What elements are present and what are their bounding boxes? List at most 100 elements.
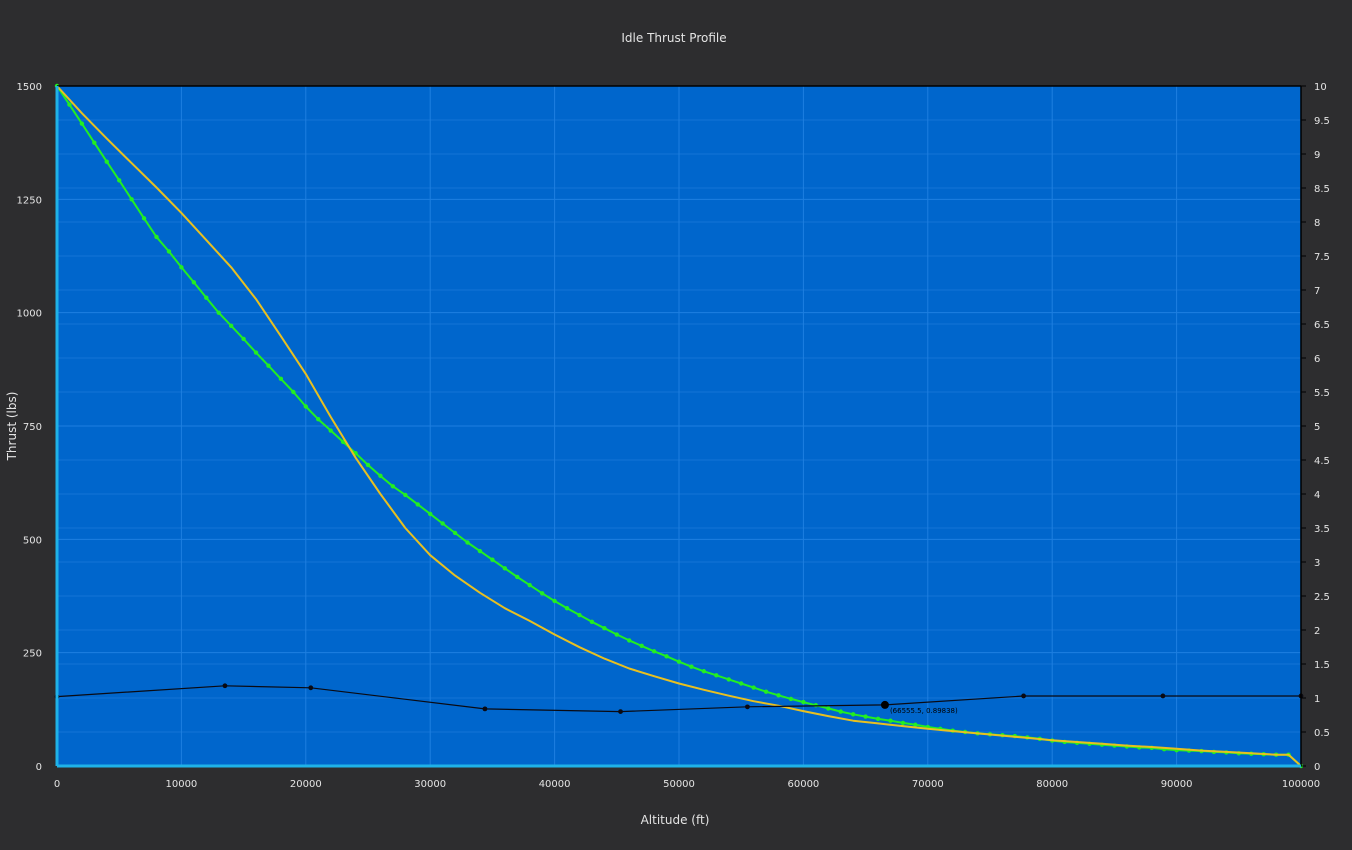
series-0-point (739, 681, 744, 686)
series-0-point (191, 280, 197, 285)
series-layer (54, 83, 1304, 769)
tick-labels: 0 10000 20000 30000 40000 50000 60000 70000 8000… (17, 82, 1330, 790)
series-0-point (365, 462, 371, 468)
series-0-point (539, 591, 545, 596)
series-2-line (56, 685, 1301, 713)
series-2-point (1160, 693, 1166, 699)
y2-tick-label: 2.5 (1314, 592, 1330, 603)
series-0-point (701, 669, 707, 674)
series-2-point (1021, 693, 1026, 699)
y2-tick-label: 4 (1314, 490, 1320, 501)
series-0-point (515, 574, 520, 580)
x-tick-label: 50000 (663, 779, 695, 790)
x-tick-label: 10000 (165, 779, 197, 790)
x-tick-label: 100000 (1282, 779, 1320, 790)
series-0-point (278, 376, 284, 382)
y-tick-label: 750 (23, 422, 42, 433)
series-0-point (826, 706, 831, 711)
x-tick-label: 20000 (290, 779, 322, 790)
y2-tick-label: 9.5 (1314, 116, 1330, 127)
series-0-point (440, 521, 445, 526)
series-0-point (589, 619, 595, 625)
series-0-point (838, 709, 843, 714)
x-tick-label: 60000 (787, 779, 819, 790)
series-0-point (266, 363, 271, 368)
y2-tick-label: 0.5 (1314, 728, 1330, 739)
y2-tick-label: 3 (1314, 558, 1320, 569)
series-0-point (79, 121, 85, 126)
series-0-point (614, 632, 619, 637)
series-0-point (241, 336, 246, 342)
y-tick-label: 1000 (17, 309, 42, 320)
y2-tick-label: 8.5 (1314, 184, 1330, 195)
series-0-point (166, 249, 172, 254)
series-0-point (228, 323, 234, 329)
series-0-point (552, 598, 557, 604)
series-0-point (428, 511, 433, 517)
series-0-point (465, 540, 470, 545)
series-0-point (664, 654, 669, 659)
series-1-line (56, 85, 1302, 767)
series-2-point (308, 685, 314, 691)
series-2-point (222, 683, 228, 689)
series-0-point (602, 625, 607, 631)
y2-tick-label: 6.5 (1314, 320, 1330, 331)
series-0-point (104, 159, 109, 164)
series-0-point (129, 197, 134, 202)
y2-tick-label: 7 (1314, 286, 1320, 297)
axes (55, 85, 1306, 768)
series-0-point (689, 664, 694, 669)
series-0-point (204, 295, 209, 300)
series-0-point (863, 714, 868, 719)
series-0-point (913, 722, 918, 727)
y2-tick-label: 1 (1314, 694, 1320, 705)
series-0-point (477, 548, 483, 554)
series-0-point (875, 716, 881, 722)
series-0-point (154, 234, 159, 240)
y2-tick-label: 4.5 (1314, 456, 1330, 467)
y2-tick-label: 2 (1314, 626, 1320, 637)
y-tick-label: 250 (23, 649, 42, 660)
x-tick-label: 90000 (1161, 779, 1193, 790)
series-0-point (92, 140, 97, 145)
series-0-point (67, 102, 72, 107)
x-tick-label: 30000 (414, 779, 446, 790)
series-0-point (801, 699, 806, 705)
y-tick-label: 500 (23, 535, 42, 546)
series-0-point (639, 643, 644, 649)
series-0-point (763, 689, 769, 694)
series-0-point (415, 502, 420, 507)
x-tick-label: 80000 (1036, 779, 1068, 790)
grid (56, 85, 1302, 767)
y-axis-title: Thrust (lbs) (5, 392, 19, 462)
series-0-point (378, 473, 383, 479)
series-0-point (776, 693, 781, 698)
series-0-point (328, 428, 333, 433)
y-tick-label: 1500 (17, 82, 42, 93)
y2-tick-label: 3.5 (1314, 524, 1330, 535)
series-0-point (627, 638, 632, 643)
series-0-point (316, 417, 321, 422)
y2-tick-label: 7.5 (1314, 252, 1330, 263)
series-0-point (253, 350, 259, 355)
y2-tick-label: 5 (1314, 422, 1320, 433)
series-2-point (745, 704, 750, 710)
series-0-point (502, 566, 508, 571)
x-tick-label: 70000 (912, 779, 944, 790)
y2-tick-label: 0 (1314, 762, 1320, 773)
series-0-point (651, 649, 657, 654)
y2-tick-label: 5.5 (1314, 388, 1330, 399)
series-0-point (179, 265, 184, 270)
series-0-point (788, 696, 794, 702)
series-0-point (291, 389, 296, 395)
x-tick-label: 0 (54, 779, 60, 790)
y2-tick-label: 8 (1314, 218, 1320, 229)
series-0-point (403, 492, 408, 498)
series-2-point (482, 706, 488, 712)
series-0-point (216, 310, 221, 315)
series-0-point (564, 606, 570, 611)
series-0-point (527, 582, 532, 588)
highlighted-point (880, 700, 889, 709)
chart-title: Idle Thrust Profile (621, 31, 726, 45)
